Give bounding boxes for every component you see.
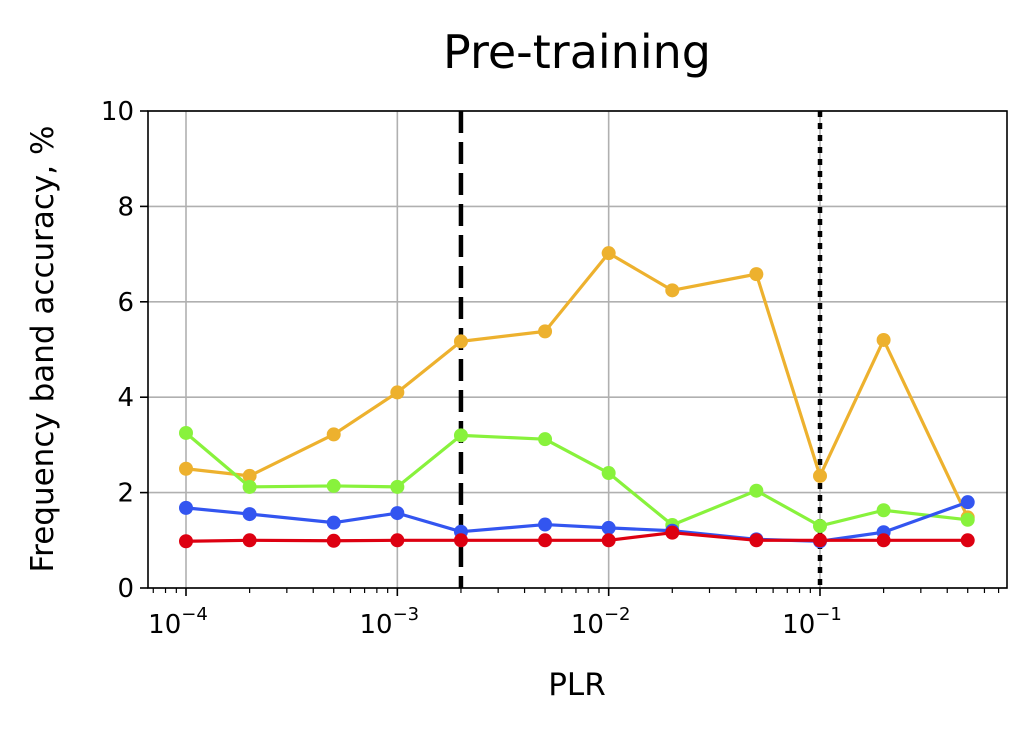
data-point xyxy=(242,468,257,483)
x-tick-base: 10 xyxy=(571,610,604,640)
data-point xyxy=(326,427,341,442)
data-point xyxy=(326,533,341,548)
data-point xyxy=(179,425,193,440)
data-point xyxy=(665,283,680,298)
y-tick-label: 0 xyxy=(117,574,134,604)
x-tick-label: 10−2 xyxy=(571,604,631,640)
data-point xyxy=(242,507,257,522)
series-group xyxy=(179,246,975,549)
reference-lines xyxy=(458,111,823,588)
data-point xyxy=(538,324,553,339)
data-point xyxy=(390,506,405,521)
data-point xyxy=(665,525,680,540)
x-tick-base: 10 xyxy=(782,610,815,640)
x-tick-label: 10−3 xyxy=(360,604,420,640)
data-point xyxy=(179,461,193,476)
data-point xyxy=(601,466,616,481)
data-point xyxy=(326,478,341,493)
data-point xyxy=(390,385,405,400)
data-point xyxy=(453,428,468,443)
plot-frame xyxy=(147,110,1008,589)
data-point xyxy=(453,334,468,349)
x-tick-base: 10 xyxy=(148,610,181,640)
series-line xyxy=(184,431,968,528)
series-1 xyxy=(179,425,975,533)
data-point xyxy=(813,533,827,548)
data-point xyxy=(960,495,975,510)
chart-title: Pre-training xyxy=(443,25,711,79)
series-line xyxy=(185,531,968,543)
data-point xyxy=(390,479,405,494)
data-point xyxy=(601,246,616,261)
x-axis-label: PLR xyxy=(548,667,606,703)
data-point xyxy=(876,332,891,347)
data-point xyxy=(749,267,764,282)
data-point xyxy=(538,432,553,447)
data-point xyxy=(876,503,891,518)
data-point xyxy=(876,533,891,548)
data-point xyxy=(179,500,193,515)
y-axis-label: Frequency band accuracy, % xyxy=(25,126,61,573)
y-tick-label: 2 xyxy=(117,479,134,509)
data-point xyxy=(390,533,405,548)
data-point xyxy=(242,533,257,548)
data-point xyxy=(538,517,553,532)
data-point xyxy=(242,479,257,494)
y-tick-label: 8 xyxy=(117,192,134,222)
data-point xyxy=(960,533,975,548)
data-point xyxy=(326,515,341,530)
series-3 xyxy=(179,525,975,549)
series-line xyxy=(185,500,969,543)
data-point xyxy=(813,468,827,483)
data-point xyxy=(453,533,468,548)
data-point xyxy=(179,534,193,549)
series-0 xyxy=(179,246,975,525)
x-tick-exponent: −2 xyxy=(604,604,631,625)
data-point xyxy=(749,533,764,548)
x-tick-exponent: −3 xyxy=(393,604,420,625)
data-point xyxy=(960,512,975,527)
x-tick-label: 10−1 xyxy=(782,604,842,640)
x-tick-exponent: −1 xyxy=(815,604,842,625)
data-point xyxy=(601,533,616,548)
y-tick-label: 4 xyxy=(117,383,134,413)
y-tick-label: 10 xyxy=(101,97,134,127)
x-tick-base: 10 xyxy=(360,610,393,640)
data-point xyxy=(813,518,827,533)
data-point xyxy=(749,483,764,498)
y-tick-label: 6 xyxy=(117,288,134,318)
data-point xyxy=(601,520,616,535)
series-line xyxy=(185,251,970,519)
x-tick-exponent: −4 xyxy=(181,604,208,625)
x-tick-label: 10−4 xyxy=(148,604,208,640)
data-point xyxy=(538,533,553,548)
